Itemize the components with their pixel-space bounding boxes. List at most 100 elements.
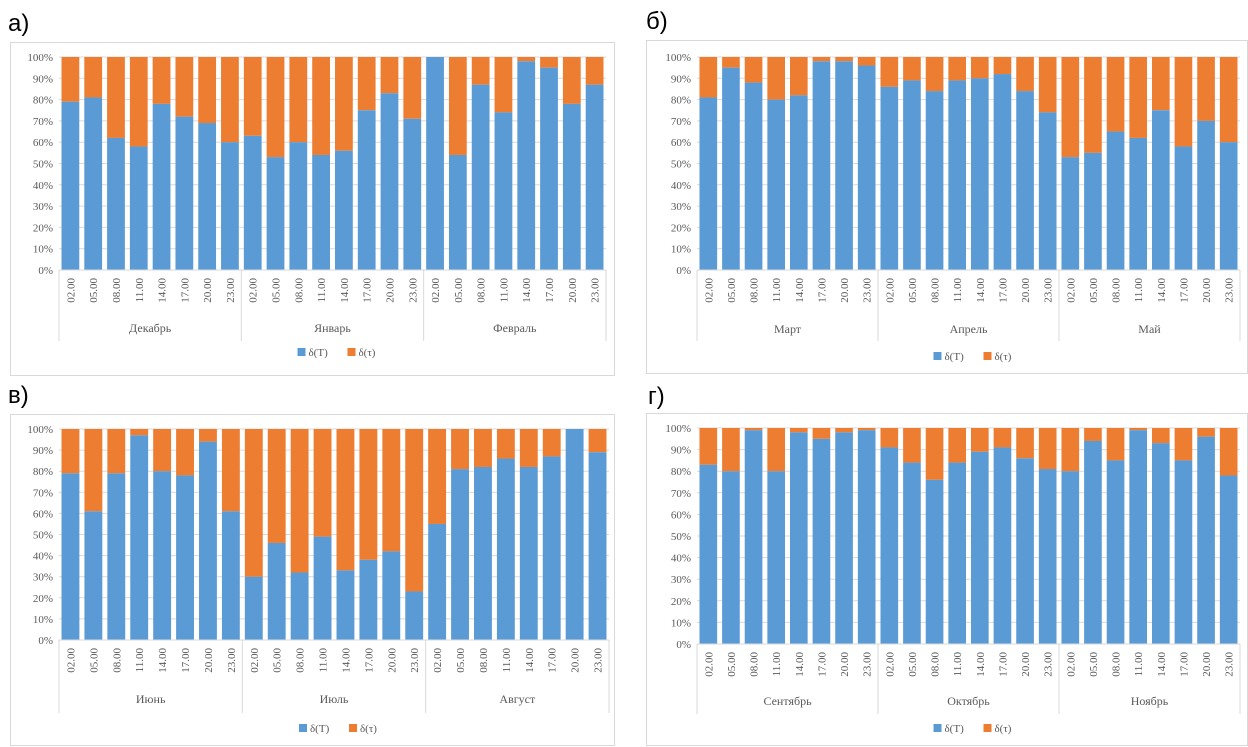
panel-label-a: а) (8, 10, 30, 37)
panel-label-g: г) (648, 383, 665, 410)
legend-label-dT: δ(T) (945, 351, 965, 363)
panel-label-v: в) (8, 382, 29, 409)
bar-segment-dtau (1106, 57, 1125, 132)
bar-segment-dtau (542, 429, 561, 457)
bar-segment-dtau (176, 429, 194, 476)
month-label: Октябрь (947, 694, 990, 708)
bar-segment-dtau (1174, 428, 1193, 461)
bar-segment-dtau (380, 57, 399, 94)
bar-segment-dtau (357, 57, 376, 111)
bar-segment-dT (405, 591, 424, 640)
bar-segment-dtau (428, 429, 447, 524)
bar-segment-dT (359, 559, 378, 640)
bar-segment-dT (993, 74, 1012, 270)
x-tick-label: 11.00 (316, 278, 328, 303)
bar-segment-dT (789, 432, 808, 644)
chart-panel-g: 0% 10% 20% 30% 40% 50% 60% 70% 80% 90% 100% 02.00 05… (646, 413, 1248, 746)
bar-segment-dT (880, 447, 899, 644)
bar-segment-dtau (405, 429, 424, 592)
x-tick-label: 02.00 (248, 278, 260, 303)
bar-segment-dT (1084, 440, 1102, 644)
bar-segment-dtau (494, 57, 513, 113)
bar-segment-dtau (312, 57, 330, 155)
x-tick-label: 20.00 (1201, 652, 1213, 677)
y-tick-label: 20% (33, 222, 53, 234)
y-tick-label: 0% (38, 635, 53, 647)
x-tick-label: 08.00 (111, 278, 123, 303)
y-tick-label: 70% (33, 116, 53, 128)
y-tick-label: 80% (671, 95, 691, 107)
x-tick-label: 14.00 (340, 648, 352, 673)
month-label: Июнь (136, 692, 166, 706)
bar-segment-dT (312, 154, 330, 270)
bar-segment-dtau (336, 429, 355, 571)
y-tick-label: 80% (33, 466, 53, 478)
x-tick-label: 14.00 (1156, 652, 1168, 677)
x-tick-label: 02.00 (432, 648, 444, 673)
x-tick-label: 08.00 (749, 652, 761, 677)
bar-segment-dT (970, 451, 989, 644)
bar-segment-dtau (925, 428, 944, 480)
x-tick-label: 11.00 (771, 278, 783, 303)
bar-segment-dT (1174, 460, 1193, 644)
bar-segment-dtau (1197, 57, 1215, 121)
bar-segment-dT (313, 536, 332, 640)
bar-segment-dT (767, 99, 786, 270)
x-tick-label: 08.00 (476, 278, 488, 303)
bar-segment-dT (426, 57, 444, 270)
x-tick-label: 02.00 (884, 652, 896, 677)
x-tick-label: 05.00 (726, 278, 738, 303)
bar-segment-dT (903, 462, 921, 644)
bar-segment-dT (835, 432, 853, 644)
bar-segment-dT (130, 435, 149, 640)
bar-segment-dT (903, 80, 921, 271)
bar-segment-dtau (880, 428, 899, 448)
bar-segment-dT (84, 511, 103, 640)
bar-segment-dT (744, 430, 763, 644)
bar-segment-dT (812, 61, 831, 270)
legend-label-dtau: δ(τ) (995, 723, 1012, 735)
legend-label-dtau: δ(τ) (995, 351, 1012, 363)
bar-segment-dtau (857, 428, 876, 431)
bar-segment-dtau (471, 57, 490, 85)
bar-segment-dT (857, 430, 876, 644)
bar-segment-dtau (1061, 428, 1080, 472)
bar-segment-dtau (359, 429, 378, 560)
x-tick-label: 14.00 (794, 278, 806, 303)
y-tick-label: 40% (671, 553, 691, 565)
bar-segment-dtau (221, 57, 239, 143)
x-tick-label: 17.00 (816, 652, 828, 677)
bar-segment-dtau (382, 429, 401, 552)
legend-swatch-dT (297, 348, 306, 356)
bar-segment-dT (925, 91, 944, 270)
x-tick-label: 08.00 (478, 648, 490, 673)
bar-segment-dtau (153, 429, 172, 472)
x-tick-label: 08.00 (295, 648, 307, 673)
y-tick-label: 40% (671, 180, 691, 192)
x-tick-label: 05.00 (455, 648, 467, 673)
x-tick-label: 11.00 (498, 278, 510, 303)
bar-segment-dtau (403, 57, 422, 119)
bar-segment-dtau (1061, 57, 1080, 158)
x-tick-label: 23.00 (593, 648, 605, 673)
bar-segment-dtau (519, 429, 538, 467)
bar-segment-dT (1038, 112, 1057, 270)
bar-segment-dtau (1106, 428, 1125, 461)
x-tick-label: 05.00 (1088, 652, 1100, 677)
x-tick-label: 23.00 (862, 278, 874, 303)
x-tick-label: 17.00 (1178, 652, 1190, 677)
x-tick-label: 08.00 (930, 652, 942, 677)
month-label: Январь (314, 321, 351, 335)
bar-segment-dT (199, 441, 217, 640)
y-tick-label: 20% (671, 222, 691, 234)
y-tick-label: 50% (671, 531, 691, 543)
x-tick-label: 23.00 (1043, 652, 1055, 677)
x-tick-label: 20.00 (202, 278, 214, 303)
bar-segment-dtau (744, 57, 763, 83)
bar-segment-dT (699, 97, 718, 270)
bar-segment-dT (448, 154, 467, 270)
legend-label-dtau: δ(τ) (359, 347, 376, 359)
bar-segment-dT (357, 110, 376, 270)
y-tick-label: 0% (38, 265, 53, 277)
y-tick-label: 10% (33, 614, 53, 626)
